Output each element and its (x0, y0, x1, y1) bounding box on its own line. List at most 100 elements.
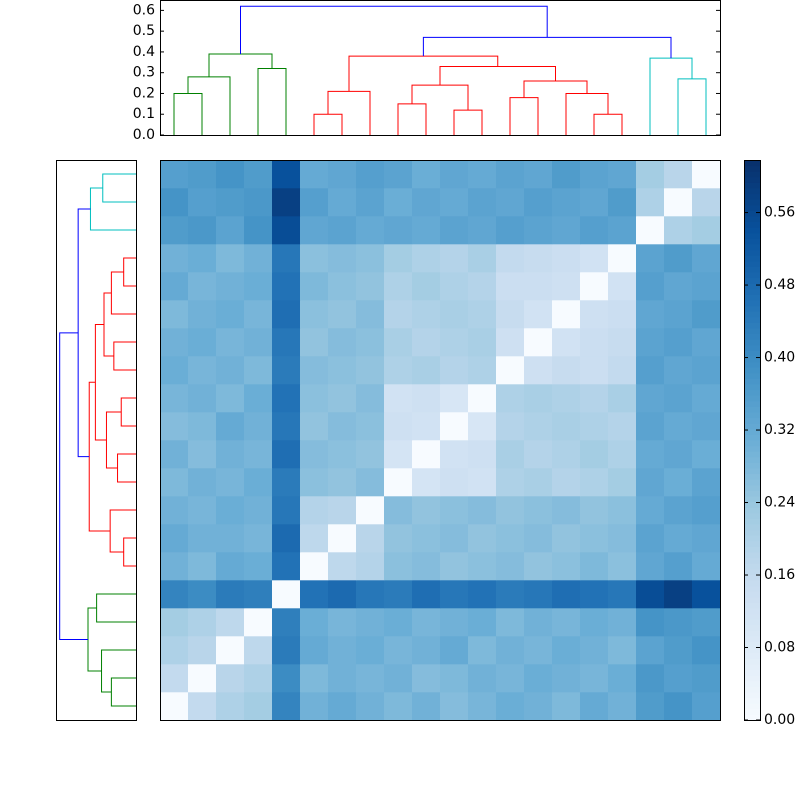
heatmap-cell (692, 664, 721, 693)
heatmap-cell (188, 636, 217, 665)
colorbar-swatch (744, 412, 760, 419)
colorbar-swatch (744, 204, 760, 211)
heatmap-cell (300, 496, 329, 525)
colorbar-swatch (744, 428, 760, 435)
heatmap-cell (524, 524, 553, 553)
colorbar-swatch (744, 602, 760, 609)
heatmap-cell (216, 384, 245, 413)
heatmap-cell (692, 636, 721, 665)
heatmap-cell (552, 496, 581, 525)
heatmap-cell (412, 300, 441, 329)
heatmap-cell (412, 440, 441, 469)
heatmap-cell (384, 356, 413, 385)
heatmap-cell (244, 216, 273, 245)
heatmap-cell (328, 692, 357, 721)
heatmap-cell (580, 524, 609, 553)
heatmap-cell (356, 664, 385, 693)
heatmap-cell (328, 552, 357, 581)
heatmap-cell (580, 244, 609, 273)
heatmap-cell (272, 328, 301, 357)
heatmap-cell (160, 300, 189, 329)
heatmap-cell (356, 524, 385, 553)
heatmap-cell (524, 440, 553, 469)
heatmap-cell (160, 524, 189, 553)
heatmap-cell (636, 664, 665, 693)
dendrogram-link (397, 103, 427, 135)
heatmap-cell (272, 692, 301, 721)
heatmap-cell (412, 580, 441, 609)
heatmap-cell (244, 636, 273, 665)
heatmap-cell (300, 300, 329, 329)
heatmap-cell (272, 216, 301, 245)
colorbar-swatch (744, 636, 760, 643)
colorbar-swatch (744, 468, 760, 475)
colorbar-swatch (744, 574, 760, 581)
heatmap-cell (468, 524, 497, 553)
heatmap-cell (356, 356, 385, 385)
heatmap-cell (468, 356, 497, 385)
heatmap-cell (440, 272, 469, 301)
heatmap-cell (552, 608, 581, 637)
heatmap-cell (664, 356, 693, 385)
colorbar-swatch (744, 496, 760, 503)
colorbar-swatch (744, 210, 760, 217)
dendrogram-link (59, 332, 88, 640)
heatmap-cell (216, 160, 245, 189)
dendrogram-link (523, 80, 588, 98)
colorbar-swatch (744, 232, 760, 239)
dendrogram-link (327, 90, 371, 135)
heatmap-cell (272, 384, 301, 413)
heatmap-cell (692, 244, 721, 273)
heatmap-cell (636, 384, 665, 413)
heatmap-cell (412, 188, 441, 217)
heatmap-cell (524, 412, 553, 441)
heatmap-cell (188, 384, 217, 413)
heatmap-cell (272, 440, 301, 469)
heatmap-cell (580, 160, 609, 189)
heatmap-cell (272, 608, 301, 637)
heatmap-cell (664, 188, 693, 217)
colorbar-swatch (744, 692, 760, 699)
heatmap-cell (188, 692, 217, 721)
colorbar-swatch (744, 479, 760, 486)
colorbar-swatch (744, 697, 760, 704)
heatmap-cell (384, 608, 413, 637)
colorbar-swatch (744, 568, 760, 575)
heatmap-cell (384, 468, 413, 497)
heatmap-cell (552, 664, 581, 693)
heatmap-cell (384, 664, 413, 693)
heatmap-cell (244, 384, 273, 413)
heatmap-cell (160, 608, 189, 637)
colorbar-swatch (744, 596, 760, 603)
colorbar-swatch (744, 344, 760, 351)
dendrogram-link (105, 411, 122, 469)
heatmap-cell (160, 440, 189, 469)
heatmap-cell (636, 524, 665, 553)
heatmap-cell (608, 328, 637, 357)
heatmap-cell (384, 692, 413, 721)
colorbar-swatch (744, 714, 760, 721)
heatmap-cell (356, 468, 385, 497)
dendrogram-link (411, 84, 469, 111)
dendrogram-link (102, 173, 136, 203)
colorbar-tick-label: 0.24 (764, 495, 795, 511)
heatmap-cell (496, 552, 525, 581)
heatmap-cell (692, 496, 721, 525)
colorbar-swatch (744, 529, 760, 536)
heatmap-cell (636, 412, 665, 441)
heatmap-cell (664, 580, 693, 609)
heatmap-cell (580, 412, 609, 441)
heatmap-cell (608, 160, 637, 189)
heatmap-cell (496, 496, 525, 525)
heatmap-cell (272, 188, 301, 217)
heatmap-cell (692, 300, 721, 329)
heatmap-cell (300, 608, 329, 637)
heatmap-cell (356, 300, 385, 329)
heatmap-cell (440, 216, 469, 245)
heatmap-cell (188, 524, 217, 553)
heatmap-cell (356, 272, 385, 301)
colorbar-swatch (744, 266, 760, 273)
heatmap-cell (524, 160, 553, 189)
heatmap-cell (160, 580, 189, 609)
heatmap-cell (580, 552, 609, 581)
